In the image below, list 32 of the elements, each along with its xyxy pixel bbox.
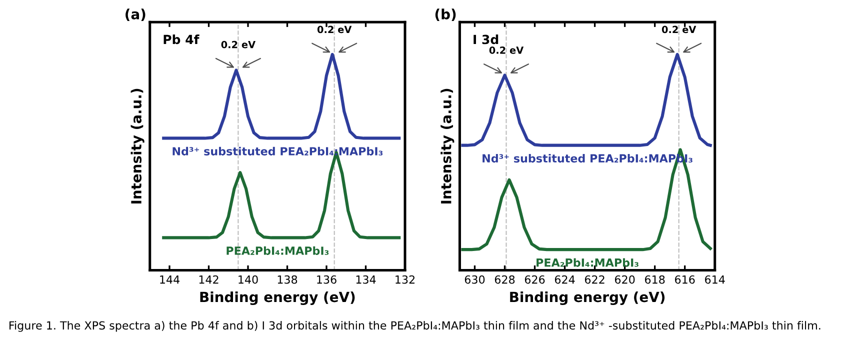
- x-tick-label: 134: [356, 275, 376, 284]
- x-tick-label: 142: [199, 275, 218, 284]
- series-label: PEA₂PbI₄:MAPbI₃: [536, 258, 638, 267]
- series-label: PEA₂PbI₄:MAPbI₃: [226, 246, 329, 255]
- x-tick-label: 624: [554, 275, 575, 284]
- x-tick-label: 620: [614, 275, 635, 284]
- x-tick-label: 614: [705, 275, 725, 284]
- x-tick-label: 616: [675, 275, 695, 284]
- y-axis-title: Intensity (a.u.): [130, 88, 144, 204]
- x-tick-label: 626: [524, 275, 545, 284]
- annotation: 0.2 eV: [221, 40, 256, 48]
- x-tick-label: 140: [238, 275, 258, 284]
- x-axis-title: Binding energy (eV): [200, 291, 355, 306]
- x-tick-label: 628: [494, 275, 515, 284]
- x-tick-label: 132: [396, 275, 414, 284]
- chart-title: (b): [435, 8, 456, 22]
- x-tick-label: 138: [278, 275, 298, 284]
- x-tick-label: 144: [160, 276, 180, 284]
- x-tick-label: 622: [584, 275, 604, 284]
- text: Pb 4f: [164, 34, 200, 44]
- annotation: 0.2 eV: [489, 46, 524, 54]
- series-label: Nd³⁺ substituted PEA₂PbI₄:MAPbI₃: [172, 146, 383, 156]
- x-tick-label: 136: [317, 275, 336, 284]
- text: I 3d: [474, 34, 498, 44]
- annotation: 0.2 eV: [317, 26, 352, 34]
- caption: Figure 1. The XPS spectra a) the Pb 4f and b) I 3d orbitals within the PEA₂PbI₄:MAPbI₃ thin film and the Nd³⁺ -substituted PEA₂PbI₄:MAPbI₃ thin film.: [10, 321, 820, 332]
- x-axis-title: Binding energy (eV): [510, 291, 665, 306]
- chart-title: (a): [126, 8, 146, 22]
- x-tick-label: 618: [645, 275, 665, 284]
- y-axis-title: Intensity (a.u.): [440, 88, 454, 204]
- x-tick-label: 630: [464, 275, 485, 284]
- annotation: 0.2 eV: [662, 26, 696, 34]
